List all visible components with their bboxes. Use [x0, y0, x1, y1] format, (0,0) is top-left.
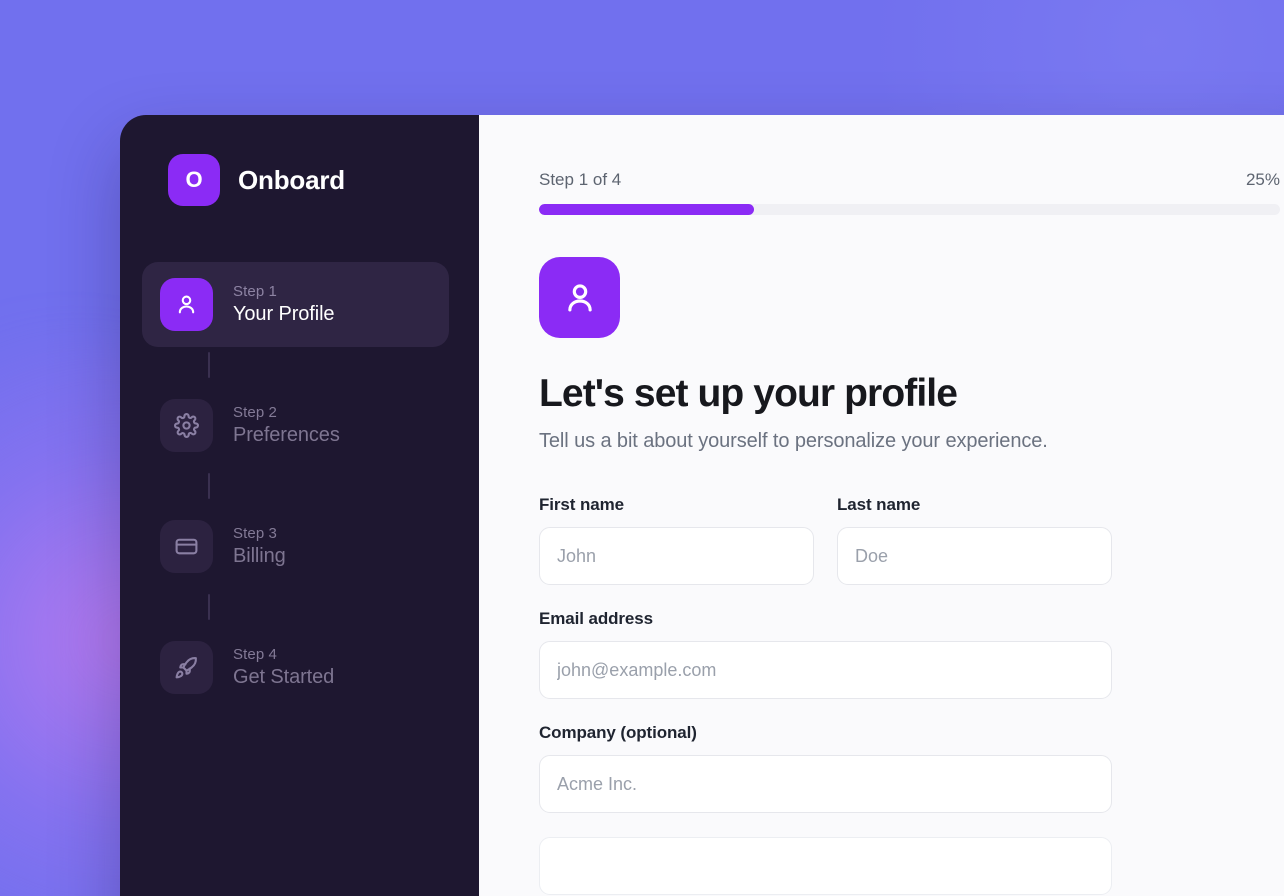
- company-field-row: Company (optional): [539, 723, 1112, 813]
- sidebar: O Onboard Step 1 Your Profile: [120, 115, 479, 896]
- last-name-input[interactable]: [837, 527, 1112, 585]
- profile-form: First name Last name Email address Compa…: [539, 495, 1112, 895]
- sidebar-item-label: Preferences: [233, 424, 340, 446]
- step-connector: [208, 594, 210, 620]
- sidebar-item-billing[interactable]: Step 3 Billing: [142, 504, 449, 589]
- onboarding-card: O Onboard Step 1 Your Profile: [120, 115, 1284, 896]
- credit-card-icon: [160, 520, 213, 573]
- gear-icon: [160, 399, 213, 452]
- sidebar-item-get-started[interactable]: Step 4 Get Started: [142, 625, 449, 710]
- page-subtitle: Tell us a bit about yourself to personal…: [539, 430, 1048, 452]
- company-input[interactable]: [539, 755, 1112, 813]
- company-label: Company (optional): [539, 723, 697, 742]
- email-field: Email address: [539, 609, 1112, 699]
- name-field-row: First name Last name: [539, 495, 1112, 585]
- brand: O Onboard: [120, 151, 479, 209]
- user-icon: [160, 278, 213, 331]
- progress-step-label: Step 1 of 4: [539, 170, 622, 189]
- sidebar-item-kicker: Step 3: [233, 525, 277, 542]
- progress-bar-fill: [539, 204, 754, 215]
- email-input[interactable]: [539, 641, 1112, 699]
- progress-percent-label: 25%: [1245, 170, 1280, 189]
- progress-bar: [539, 204, 1280, 215]
- last-name-label: Last name: [837, 495, 921, 514]
- page-title: Let's set up your profile: [539, 372, 958, 415]
- main-content: Step 1 of 4 25% Let's set up your profil…: [479, 115, 1284, 896]
- rocket-icon: [160, 641, 213, 694]
- brand-name: Onboard: [238, 164, 345, 195]
- sidebar-item-your-profile[interactable]: Step 1 Your Profile: [142, 262, 449, 347]
- brand-logo-icon: O: [168, 154, 220, 206]
- steps-nav: Step 1 Your Profile Step 2 Preferences: [120, 262, 479, 710]
- progress-header: Step 1 of 4 25%: [539, 170, 1280, 190]
- sidebar-item-preferences[interactable]: Step 2 Preferences: [142, 383, 449, 468]
- sidebar-item-label: Your Profile: [233, 303, 335, 325]
- email-label: Email address: [539, 609, 653, 628]
- step-connector: [208, 473, 210, 499]
- step-connector: [208, 352, 210, 378]
- last-name-field: Last name: [837, 495, 1112, 585]
- first-name-field: First name: [539, 495, 814, 585]
- first-name-label: First name: [539, 495, 624, 514]
- section-user-icon: [539, 257, 620, 338]
- sidebar-item-label: Billing: [233, 545, 286, 567]
- sidebar-item-kicker: Step 2: [233, 404, 277, 421]
- first-name-input[interactable]: [539, 527, 814, 585]
- sidebar-item-kicker: Step 4: [233, 646, 277, 663]
- company-field: Company (optional): [539, 723, 1112, 813]
- next-field-partial[interactable]: [539, 837, 1112, 895]
- sidebar-item-label: Get Started: [233, 666, 335, 688]
- sidebar-item-kicker: Step 1: [233, 283, 277, 300]
- email-field-row: Email address: [539, 609, 1112, 699]
